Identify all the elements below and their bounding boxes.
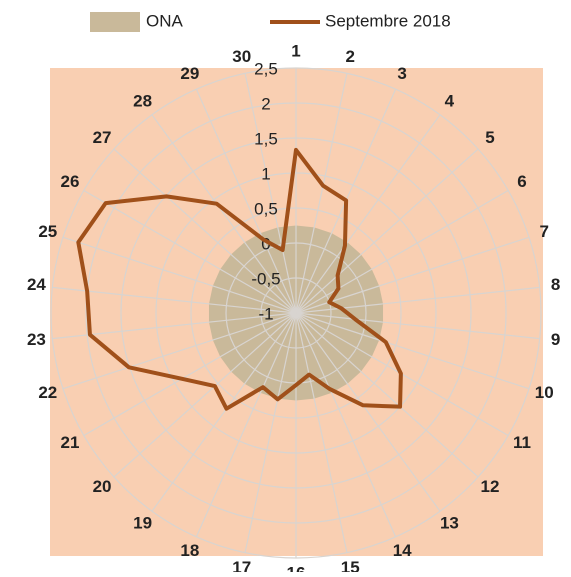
legend-label: ONA	[146, 11, 184, 30]
legend-swatch	[90, 12, 140, 32]
category-label: 18	[180, 541, 199, 560]
category-label: 23	[27, 330, 46, 349]
spoke	[113, 312, 297, 478]
spoke	[244, 73, 297, 314]
spoke	[52, 312, 297, 340]
category-label: 14	[393, 541, 412, 560]
category-label: 10	[535, 383, 554, 402]
category-label: 6	[517, 172, 526, 191]
category-label: 16	[287, 563, 306, 572]
category-label: 22	[38, 383, 57, 402]
line	[76, 147, 403, 411]
spoke	[295, 312, 397, 538]
spoke	[295, 148, 479, 314]
category-label: 11	[513, 433, 531, 452]
r-tick-label: 1,5	[254, 129, 278, 148]
category-label: 4	[445, 91, 455, 110]
category-label: 19	[133, 514, 152, 533]
spoke	[295, 236, 530, 314]
category-label: 28	[133, 91, 152, 110]
spoke	[244, 312, 297, 553]
r-tick-label: 2	[261, 94, 270, 113]
r-tick-label: -0,5	[251, 269, 280, 288]
spoke	[62, 312, 297, 390]
spoke	[83, 312, 297, 437]
r-tick-label: 2,5	[254, 59, 278, 78]
category-label: 2	[346, 47, 355, 66]
r-tick-label: 1	[261, 164, 270, 183]
category-label: 15	[341, 558, 360, 572]
category-label: 12	[480, 477, 499, 496]
spoke	[113, 148, 297, 314]
category-label: 7	[539, 222, 548, 241]
r-tick-label: 0,5	[254, 199, 278, 218]
category-label: 30	[232, 47, 251, 66]
category-label: 3	[397, 64, 406, 83]
r-tick-label: -1	[258, 304, 273, 323]
r-tick-label: 0	[261, 234, 270, 253]
legend-label: Septembre 2018	[325, 11, 451, 30]
spoke	[295, 312, 348, 553]
category-label: 20	[93, 477, 112, 496]
spoke	[151, 114, 297, 314]
category-label: 27	[93, 128, 112, 147]
category-label: 8	[551, 275, 560, 294]
category-label: 29	[180, 64, 199, 83]
spoke	[195, 312, 297, 538]
category-label: 17	[232, 558, 251, 572]
spoke	[295, 114, 441, 314]
category-label: 5	[485, 128, 494, 147]
spoke	[295, 312, 479, 478]
category-label: 26	[61, 172, 80, 191]
category-label: 9	[551, 330, 560, 349]
spoke	[151, 312, 297, 512]
spoke	[295, 312, 441, 512]
spoke	[295, 312, 540, 340]
category-label: 25	[38, 222, 57, 241]
category-label: 24	[27, 275, 46, 294]
spoke	[295, 189, 509, 314]
category-label: 1	[291, 41, 300, 60]
spoke	[83, 189, 297, 314]
spoke	[295, 73, 348, 314]
spoke	[52, 286, 297, 314]
category-label: 21	[61, 433, 80, 452]
spoke	[195, 88, 297, 314]
spoke	[295, 312, 530, 390]
spoke	[295, 286, 540, 314]
spoke	[62, 236, 297, 314]
category-label: 13	[440, 514, 459, 533]
